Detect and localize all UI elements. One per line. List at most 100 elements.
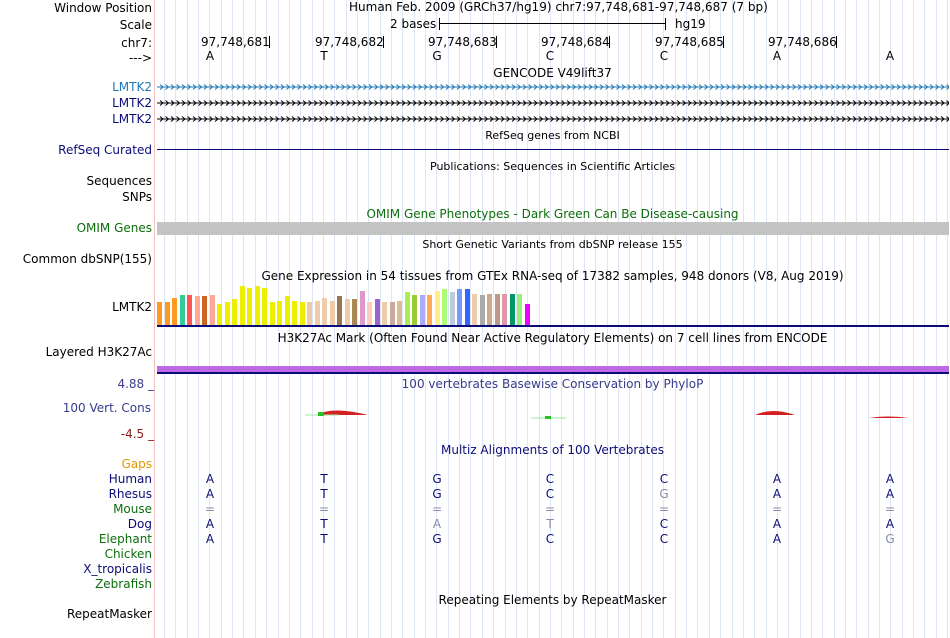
publications-label-snps[interactable]: SNPs — [122, 190, 152, 204]
multiz-species-label[interactable]: Elephant — [98, 532, 152, 546]
gtex-tissue-bar[interactable] — [509, 294, 515, 325]
refseq-label[interactable]: RefSeq Curated — [58, 143, 152, 157]
gtex-tissue-bar[interactable] — [359, 291, 365, 325]
gtex-tissue-bar[interactable] — [254, 286, 260, 325]
gtex-tissue-bar[interactable] — [224, 302, 230, 325]
gtex-tissue-bar[interactable] — [314, 301, 320, 325]
gtex-tissue-bar[interactable] — [157, 302, 162, 325]
gridline — [550, 0, 551, 638]
gtex-tissue-bar[interactable] — [194, 296, 200, 325]
gtex-tissue-bar[interactable] — [292, 301, 297, 325]
gencode-transcript-3[interactable] — [157, 114, 949, 124]
gtex-tissue-bar[interactable] — [487, 294, 492, 325]
multiz-base: = — [658, 502, 670, 516]
gtex-tissue-bar[interactable] — [269, 302, 275, 325]
gtex-tissue-bar[interactable] — [344, 299, 350, 325]
gencode-label-1[interactable]: LMTK2 — [112, 80, 152, 94]
gtex-tissue-bar[interactable] — [374, 299, 380, 325]
gtex-tissue-bar[interactable] — [457, 289, 462, 325]
gtex-tissue-bar[interactable] — [247, 288, 252, 325]
multiz-species-label[interactable]: X_tropicalis — [83, 562, 152, 576]
gtex-tissue-bar[interactable] — [322, 298, 327, 325]
multiz-base: A — [432, 517, 442, 531]
multiz-species-label[interactable]: Chicken — [104, 547, 152, 561]
gtex-tissue-bar[interactable] — [494, 294, 500, 325]
gridline — [641, 0, 642, 638]
ruler-position-label: 97,748,682 — [315, 35, 384, 49]
gridline — [618, 0, 619, 638]
gridline — [629, 0, 630, 638]
ruler-position-label: 97,748,685 — [655, 35, 724, 49]
gridline — [777, 0, 778, 638]
gtex-tissue-bar[interactable] — [389, 302, 395, 325]
gtex-tissue-bar[interactable] — [187, 295, 192, 325]
gtex-tissue-bar[interactable] — [472, 294, 477, 325]
scale-db-label: hg19 — [675, 17, 706, 31]
multiz-base: = — [204, 502, 216, 516]
gridline — [402, 0, 403, 638]
gridline — [811, 0, 812, 638]
gtex-tissue-bar[interactable] — [307, 302, 312, 325]
multiz-species-label[interactable]: Human — [108, 472, 152, 486]
multiz-species-label[interactable]: Zebrafish — [95, 577, 152, 591]
multiz-base: G — [432, 472, 442, 486]
gtex-tissue-bar[interactable] — [172, 298, 177, 325]
gtex-tissue-bar[interactable] — [367, 302, 372, 325]
gtex-tissue-bar[interactable] — [404, 292, 410, 325]
gtex-tissue-bar[interactable] — [434, 291, 440, 325]
gtex-tissue-bar[interactable] — [419, 295, 425, 325]
gtex-tissue-bar[interactable] — [382, 302, 387, 325]
multiz-gaps-label[interactable]: Gaps — [121, 457, 152, 471]
gtex-tissue-bar[interactable] — [479, 295, 485, 325]
phylop-conservation-plot[interactable] — [155, 404, 950, 424]
gtex-tissue-bar[interactable] — [352, 299, 357, 325]
gtex-tissue-bar[interactable] — [164, 302, 170, 325]
gtex-tissue-bar[interactable] — [232, 299, 237, 325]
gtex-tissue-bar[interactable] — [524, 304, 530, 325]
gtex-tissue-bar[interactable] — [442, 289, 447, 325]
gtex-tissue-bar[interactable] — [202, 296, 207, 325]
repeatmasker-label[interactable]: RepeatMasker — [66, 607, 152, 621]
omim-gene-bar[interactable] — [157, 222, 949, 235]
phylop-max-label: 4.88 _ — [117, 377, 154, 391]
multiz-base: T — [320, 517, 328, 531]
dna-base: G — [432, 49, 442, 63]
gtex-tissue-bar[interactable] — [337, 296, 342, 325]
h3k27ac-signal[interactable] — [157, 366, 949, 372]
gtex-tissue-bar[interactable] — [277, 301, 282, 325]
gtex-tissue-bar[interactable] — [464, 289, 470, 325]
multiz-species-label[interactable]: Mouse — [113, 502, 152, 516]
gtex-tissue-bar[interactable] — [427, 295, 432, 325]
gencode-label-2[interactable]: LMTK2 — [112, 96, 152, 110]
gtex-tissue-bar[interactable] — [262, 288, 267, 325]
gtex-track-title: Gene Expression in 54 tissues from GTEx … — [261, 269, 844, 283]
phylop-label[interactable]: 100 Vert. Cons — [62, 401, 151, 415]
phylop-peak-4 — [545, 416, 551, 419]
multiz-base: A — [772, 517, 782, 531]
gridline — [890, 0, 891, 638]
gtex-tissue-bar[interactable] — [239, 286, 245, 325]
gtex-tissue-bar[interactable] — [217, 304, 222, 325]
gencode-transcript-2[interactable] — [157, 98, 949, 108]
gencode-label-3[interactable]: LMTK2 — [112, 112, 152, 126]
gridline — [448, 0, 449, 638]
gtex-tissue-bar[interactable] — [412, 295, 417, 325]
multiz-species-label[interactable]: Dog — [127, 517, 152, 531]
gtex-tissue-bar[interactable] — [449, 292, 455, 325]
h3k27ac-label[interactable]: Layered H3K27Ac — [45, 345, 152, 359]
omim-label[interactable]: OMIM Genes — [76, 221, 152, 235]
gtex-tissue-bar[interactable] — [502, 294, 507, 325]
gencode-transcript-1[interactable] — [157, 82, 949, 92]
gtex-tissue-bar[interactable] — [284, 296, 290, 325]
publications-label-sequences[interactable]: Sequences — [86, 174, 152, 188]
refseq-gene-line[interactable] — [157, 149, 949, 150]
gtex-label[interactable]: LMTK2 — [112, 300, 152, 314]
gtex-tissue-bar[interactable] — [209, 295, 215, 325]
gtex-tissue-bar[interactable] — [329, 301, 335, 325]
gtex-tissue-bar[interactable] — [517, 294, 522, 325]
gtex-tissue-bar[interactable] — [299, 302, 305, 325]
multiz-species-label[interactable]: Rhesus — [108, 487, 152, 501]
dbsnp-label[interactable]: Common dbSNP(155) — [22, 252, 152, 266]
gtex-tissue-bar[interactable] — [397, 301, 402, 325]
gtex-tissue-bar[interactable] — [179, 295, 185, 325]
